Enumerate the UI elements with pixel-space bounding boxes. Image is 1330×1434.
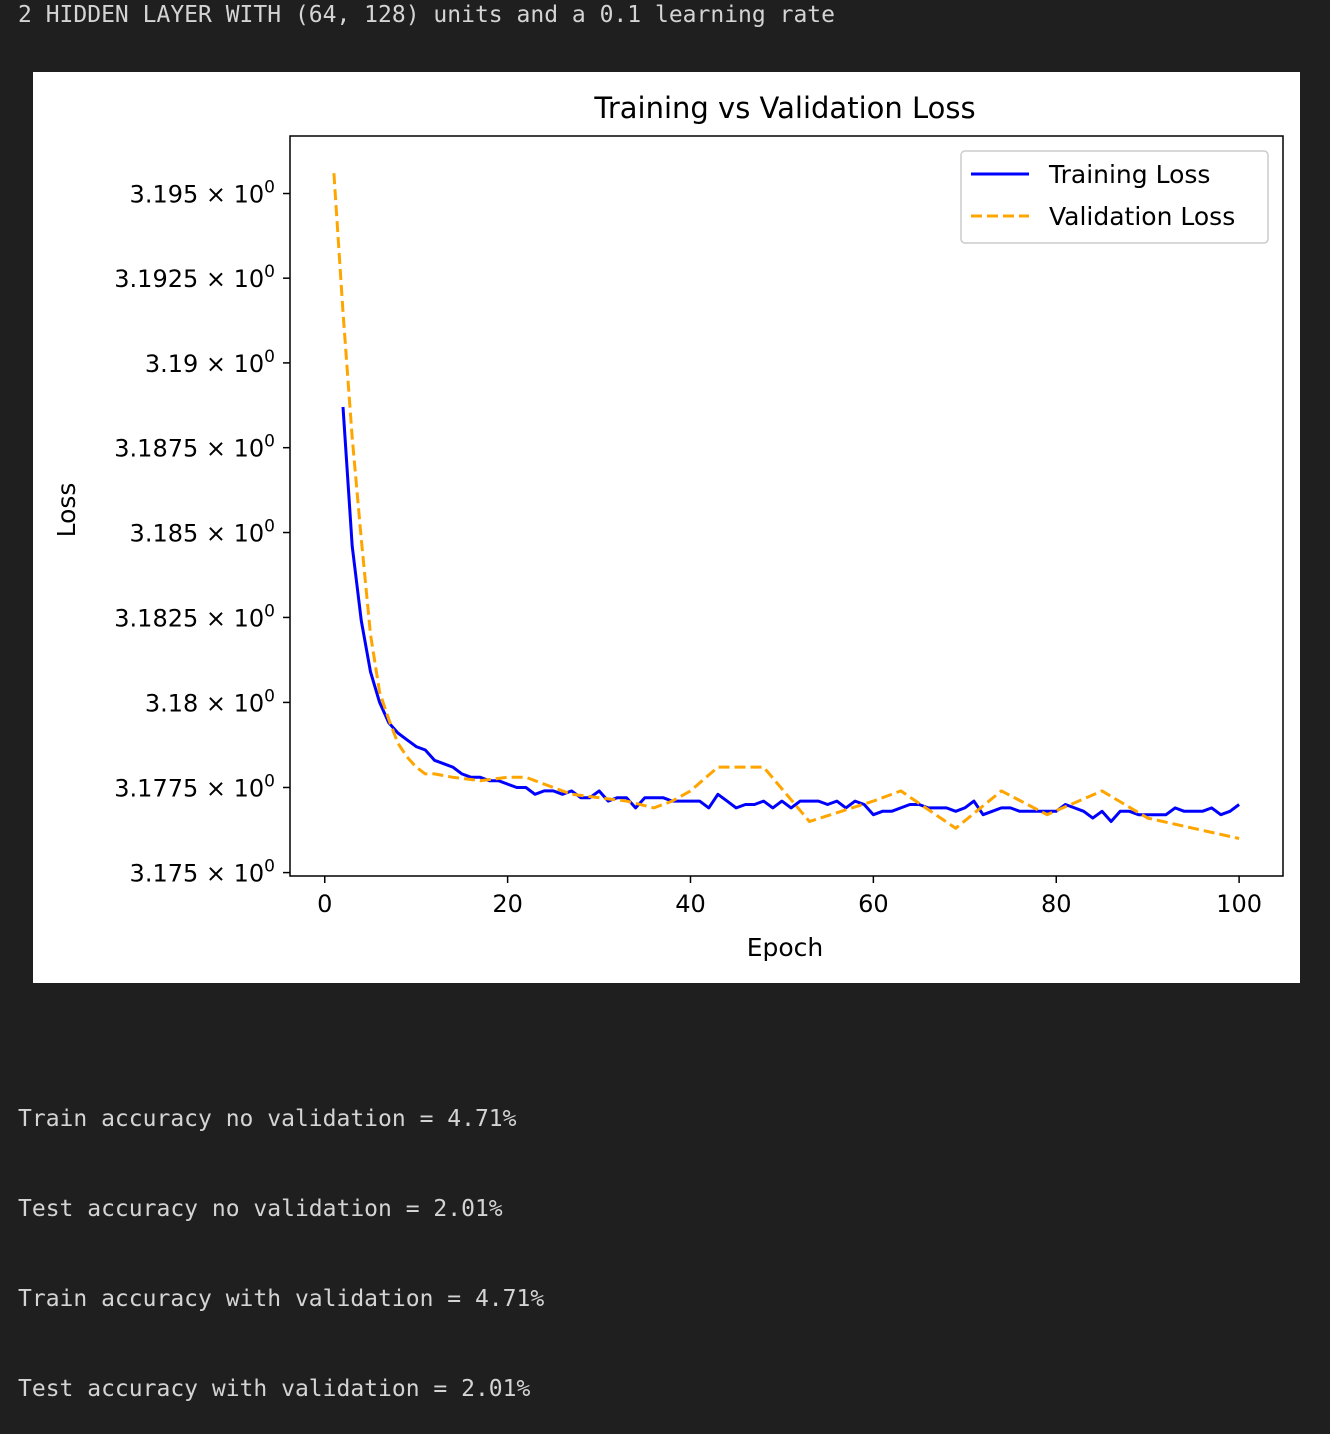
legend-label: Training Loss [1048, 160, 1210, 189]
chart-title: Training vs Validation Loss [593, 91, 975, 125]
x-tick-label: 80 [1041, 890, 1072, 918]
series-line-validation-loss [332, 173, 1240, 840]
x-tick-label: 60 [858, 890, 889, 918]
x-tick-label: 40 [675, 890, 706, 918]
plot-frame [289, 135, 1284, 877]
y-tick-label: 3.1875 × 100 [114, 432, 275, 463]
legend-label: Validation Loss [1049, 202, 1235, 231]
y-tick-label: 3.1775 × 100 [114, 771, 275, 802]
plot-panel: Training vs Validation Loss 0 20 40 60 80 100… [33, 72, 1300, 983]
series-line-training-loss [341, 406, 1240, 823]
y-tick-label: 3.18 × 100 [145, 686, 275, 717]
y-axis-ticks: 3.175 × 100 3.1775 × 100 3.18 × 100 3.1825 … [114, 178, 290, 888]
x-tick-label: 0 [317, 890, 332, 918]
x-axis-ticks: 0 20 40 60 80 100 [317, 876, 1262, 918]
series-lines [332, 173, 1240, 840]
result-line: Train accuracy with validation = 4.71% [18, 1286, 545, 1312]
x-axis-label: Epoch [747, 933, 824, 962]
y-tick-label: 3.175 × 100 [130, 857, 275, 888]
x-tick-label: 20 [492, 890, 523, 918]
legend-box [960, 150, 1269, 244]
y-tick-label: 3.19 × 100 [145, 347, 275, 378]
cell-header-text: 2 HIDDEN LAYER WITH (64, 128) units and … [18, 2, 835, 28]
result-line: Train accuracy no validation = 4.71% [18, 1106, 517, 1132]
y-tick-label: 3.185 × 100 [130, 517, 275, 548]
legend: Training Loss Validation Loss [960, 150, 1269, 244]
result-line: Test accuracy with validation = 2.01% [18, 1376, 531, 1402]
x-tick-label: 100 [1216, 890, 1262, 918]
y-tick-label: 3.1825 × 100 [114, 601, 275, 632]
result-line: Test accuracy no validation = 2.01% [18, 1196, 503, 1222]
results-output: Train accuracy no validation = 4.71% Tes… [18, 1048, 544, 1434]
y-tick-label: 3.1925 × 100 [114, 262, 275, 293]
y-tick-label: 3.195 × 100 [130, 178, 275, 209]
loss-chart: Training vs Validation Loss 0 20 40 60 80 100… [52, 91, 1284, 962]
y-axis-label: Loss [52, 483, 81, 538]
